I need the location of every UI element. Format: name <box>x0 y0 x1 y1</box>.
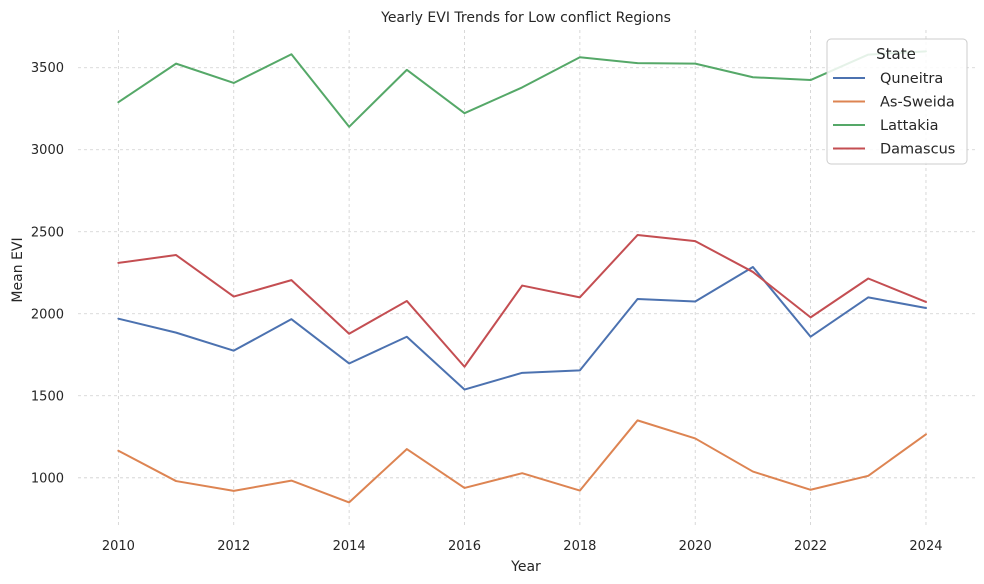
y-tick-label: 2000 <box>31 307 64 322</box>
series-line-lattakia <box>117 50 927 128</box>
series-line-as-sweida <box>117 419 927 504</box>
x-tick-label: 2020 <box>679 539 712 554</box>
y-tick-label: 3500 <box>31 61 64 76</box>
legend-entry-label: Quneitra <box>880 71 943 87</box>
x-tick-label: 2014 <box>333 539 366 554</box>
x-axis-label: Year <box>510 559 541 575</box>
chart-title: Yearly EVI Trends for Low conflict Regio… <box>380 10 671 26</box>
x-tick-label: 2012 <box>217 539 250 554</box>
x-tick-label: 2010 <box>102 539 135 554</box>
legend-title: State <box>876 45 916 63</box>
y-tick-label: 1000 <box>31 471 64 486</box>
y-axis-ticks: 1000 1500 2000 2500 3000 3500 <box>31 61 64 486</box>
y-tick-label: 1500 <box>31 389 64 404</box>
x-axis-ticks: 2010 2012 2014 2016 2018 2020 2022 2024 <box>102 539 943 554</box>
y-tick-label: 3000 <box>31 143 64 158</box>
x-tick-label: 2022 <box>794 539 827 554</box>
y-tick-label: 2500 <box>31 225 64 240</box>
legend-entry-label: Lattakia <box>880 118 939 134</box>
series-line-damascus <box>117 234 927 368</box>
grid <box>78 30 975 527</box>
legend: State Quneitra As-Sweida Lattakia Damascus <box>826 38 968 165</box>
x-tick-label: 2016 <box>448 539 481 554</box>
x-tick-label: 2018 <box>563 539 596 554</box>
legend-frame <box>826 38 968 165</box>
series-line-quneitra <box>117 266 927 391</box>
legend-entry-label: Damascus <box>880 142 955 158</box>
y-axis-label: Mean EVI <box>10 237 26 302</box>
x-tick-label: 2024 <box>909 539 942 554</box>
series-lines <box>117 50 927 504</box>
legend-entry-label: As-Sweida <box>880 95 955 111</box>
